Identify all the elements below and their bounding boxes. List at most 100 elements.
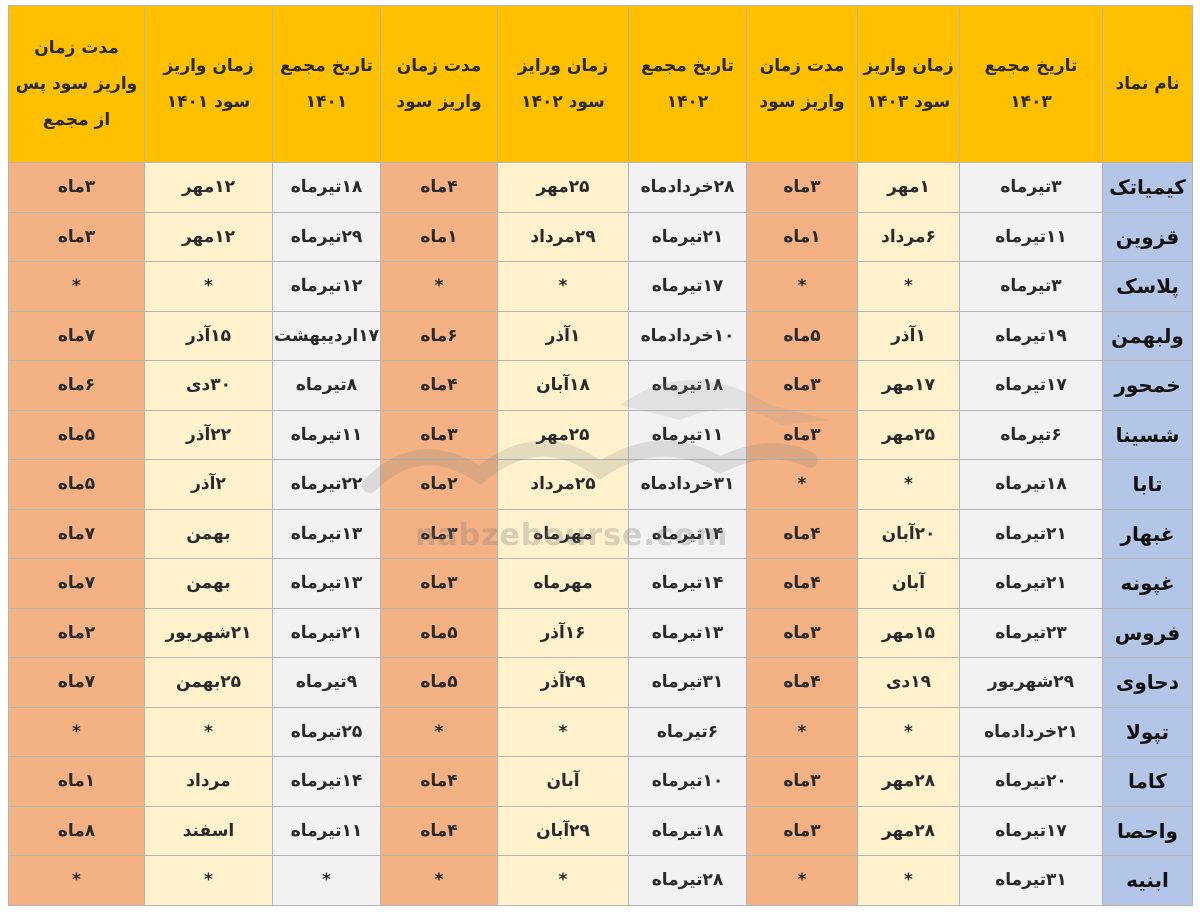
table-row: ابنیه ۳۱تیرماه * * ۲۸تیرماه * * * * * (8, 855, 1193, 906)
pay-1402-cell: ۱۸آبان (497, 360, 629, 411)
pay-1402-cell: ۲۵مرداد (497, 459, 629, 510)
meeting-1403-cell: ۱۷تیرماه (959, 805, 1103, 856)
symbol-cell: دحاوی (1102, 657, 1193, 708)
pay-1403-cell: * (857, 855, 960, 906)
meeting-1402-cell: ۱۱تیرماه (628, 409, 747, 460)
table-row: تپولا ۲۱خردادماه * * ۶تیرماه * * ۲۵تیرماه * * (8, 706, 1193, 757)
pay-1401-cell: ۱۲مهر (144, 211, 273, 262)
duration-1402-cell: * (380, 855, 498, 906)
duration-1401-cell: * (8, 261, 145, 312)
header-symbol: نام نماد (1102, 5, 1193, 163)
symbol-cell: ولبهمن (1102, 310, 1193, 361)
symbol-cell: واحصا (1102, 805, 1193, 856)
meeting-1401-cell: ۲۵تیرماه (272, 706, 381, 757)
meeting-1401-cell: ۱۴تیرماه (272, 756, 381, 807)
duration-1401-cell: ۷ماه (8, 508, 145, 559)
header-col-4: تاریخ مجمع ۱۴۰۲ (628, 5, 747, 163)
meeting-1401-cell: ۱۳تیرماه (272, 508, 381, 559)
symbol-cell: فروس (1102, 607, 1193, 658)
meeting-1401-cell: ۹تیرماه (272, 657, 381, 708)
pay-1402-cell: * (497, 706, 629, 757)
meeting-1403-cell: ۲۹شهریور (959, 657, 1103, 708)
meeting-1401-cell: ۲۹تیرماه (272, 211, 381, 262)
duration-1403-cell: ۴ماه (746, 657, 858, 708)
pay-1402-cell: آبان (497, 756, 629, 807)
meeting-1401-cell: ۸تیرماه (272, 360, 381, 411)
meeting-1402-cell: ۱۳تیرماه (628, 607, 747, 658)
symbol-cell: کاما (1102, 756, 1193, 807)
duration-1402-cell: ۶ماه (380, 310, 498, 361)
meeting-1401-cell: * (272, 855, 381, 906)
duration-1402-cell: ۳ماه (380, 558, 498, 609)
meeting-1402-cell: ۱۰تیرماه (628, 756, 747, 807)
meeting-1403-cell: ۱۹تیرماه (959, 310, 1103, 361)
duration-1402-cell: ۳ماه (380, 409, 498, 460)
pay-1403-cell: * (857, 261, 960, 312)
duration-1403-cell: * (746, 459, 858, 510)
meeting-1402-cell: ۱۸تیرماه (628, 805, 747, 856)
symbol-cell: تابا (1102, 459, 1193, 510)
table-row: دحاوی ۲۹شهریور ۱۹دی ۴ماه ۳۱تیرماه ۲۹آذر ۵ماه ۹ت… (8, 657, 1193, 708)
header-label: مدت زمان واریز سود پس از مجمع (15, 38, 138, 130)
meeting-1402-cell: ۲۸خردادماه (628, 162, 747, 213)
duration-1402-cell: * (380, 706, 498, 757)
pay-1403-cell: ۱۷مهر (857, 360, 960, 411)
pay-1401-cell: * (144, 261, 273, 312)
duration-1402-cell: ۲ماه (380, 459, 498, 510)
duration-1401-cell: ۷ماه (8, 310, 145, 361)
duration-1402-cell: ۱ماه (380, 211, 498, 262)
header-col-6: مدت زمان واریز سود (380, 5, 498, 163)
header-col-9: مدت زمان واریز سود پس از مجمع (8, 5, 145, 163)
pay-1403-cell: ۶مرداد (857, 211, 960, 262)
meeting-1402-cell: ۱۸تیرماه (628, 360, 747, 411)
duration-1403-cell: ۳ماه (746, 162, 858, 213)
symbol-cell: غبهار (1102, 508, 1193, 559)
duration-1401-cell: ۷ماه (8, 558, 145, 609)
pay-1403-cell: ۲۰آبان (857, 508, 960, 559)
pay-1403-cell: ۲۵مهر (857, 409, 960, 460)
meeting-1401-cell: ۲۲تیرماه (272, 459, 381, 510)
symbol-cell: کیمیاتک (1102, 162, 1193, 213)
table-row: شسینا ۶تیرماه ۲۵مهر ۳ماه ۱۱تیرماه ۲۵مهر ۳ماه ۱۱… (8, 409, 1193, 460)
meeting-1402-cell: ۳۱تیرماه (628, 657, 747, 708)
symbol-cell: شسینا (1102, 409, 1193, 460)
symbol-cell: ابنیه (1102, 855, 1193, 906)
table-row: کاما ۲۰تیرماه ۲۸مهر ۳ماه ۱۰تیرماه آبان ۴ماه ۱۴ت… (8, 756, 1193, 807)
meeting-1403-cell: ۳تیرماه (959, 162, 1103, 213)
meeting-1403-cell: ۲۳تیرماه (959, 607, 1103, 658)
meeting-1402-cell: ۶تیرماه (628, 706, 747, 757)
header-label: تاریخ مجمع ۱۴۰۳ (984, 56, 1078, 112)
meeting-1403-cell: ۱۱تیرماه (959, 211, 1103, 262)
pay-1403-cell: ۲۸مهر (857, 756, 960, 807)
duration-1403-cell: ۱ماه (746, 211, 858, 262)
duration-1402-cell: ۴ماه (380, 805, 498, 856)
meeting-1403-cell: ۱۸تیرماه (959, 459, 1103, 510)
duration-1402-cell: ۴ماه (380, 360, 498, 411)
duration-1403-cell: ۳ماه (746, 360, 858, 411)
duration-1402-cell: ۴ماه (380, 756, 498, 807)
duration-1401-cell: ۶ماه (8, 360, 145, 411)
pay-1403-cell: * (857, 459, 960, 510)
duration-1401-cell: * (8, 706, 145, 757)
symbol-cell: غپونه (1102, 558, 1193, 609)
table-row: فروس ۲۳تیرماه ۱۵مهر ۳ماه ۱۳تیرماه ۱۶آذر ۵ماه ۲۱… (8, 607, 1193, 658)
meeting-1401-cell: ۱۸تیرماه (272, 162, 381, 213)
pay-1401-cell: ۲۲آذر (144, 409, 273, 460)
table-row: واحصا ۱۷تیرماه ۲۸مهر ۳ماه ۱۸تیرماه ۲۹آبان ۴ماه… (8, 805, 1193, 856)
duration-1401-cell: ۱ماه (8, 756, 145, 807)
header-col-3: مدت زمان واریز سود (746, 5, 858, 163)
meeting-1403-cell: ۶تیرماه (959, 409, 1103, 460)
duration-1402-cell: * (380, 261, 498, 312)
pay-1403-cell: ۱۹دی (857, 657, 960, 708)
pay-1403-cell: ۱۵مهر (857, 607, 960, 658)
header-col-8: زمان واریز سود ۱۴۰۱ (144, 5, 273, 163)
table-row: کیمیاتک ۳تیرماه ۱مهر ۳ماه ۲۸خردادماه ۲۵مهر ۴ما… (8, 162, 1193, 213)
pay-1401-cell: مرداد (144, 756, 273, 807)
meeting-1401-cell: ۱۷اردیبهشت (272, 310, 381, 361)
pay-1402-cell: ۲۵مهر (497, 162, 629, 213)
symbol-cell: تپولا (1102, 706, 1193, 757)
pay-1403-cell: ۱آذر (857, 310, 960, 361)
meeting-1402-cell: ۱۴تیرماه (628, 508, 747, 559)
meeting-1402-cell: ۱۰خردادماه (628, 310, 747, 361)
duration-1403-cell: * (746, 706, 858, 757)
